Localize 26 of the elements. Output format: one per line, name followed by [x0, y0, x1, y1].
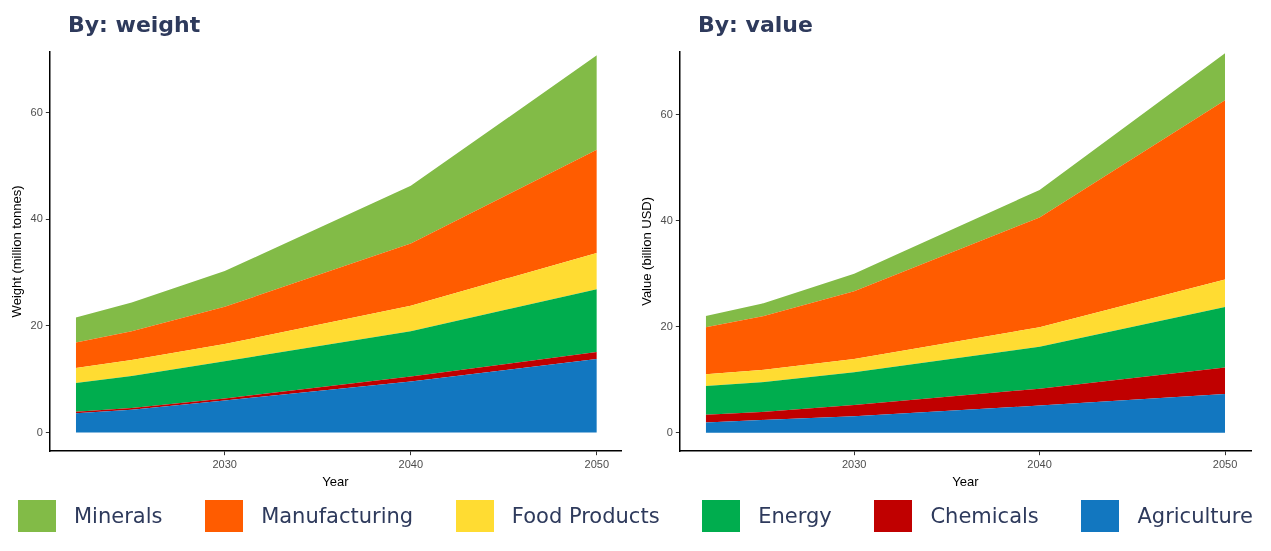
y-tick-label: 20	[30, 319, 43, 332]
x-axis-title: Year	[322, 473, 350, 489]
x-tick-label: 2050	[584, 457, 610, 470]
y-tick-label: 60	[30, 105, 43, 118]
legend-label: Food Products	[511, 504, 660, 528]
legend-label: Manufacturing	[261, 504, 414, 528]
legend-label: Chemicals	[930, 504, 1039, 528]
y-axis-title: Weight (million tonnes)	[9, 185, 25, 318]
y-tick-label: 40	[660, 213, 673, 226]
legend-label: Minerals	[74, 504, 163, 528]
x-tick-label: 2050	[1212, 457, 1238, 470]
y-axis-title: Value (billion USD)	[639, 196, 655, 306]
y-tick-label: 60	[660, 107, 673, 120]
y-tick-label: 0	[666, 425, 673, 438]
x-tick-label: 2040	[1027, 457, 1052, 470]
x-tick-label: 2030	[212, 457, 237, 470]
chart-title: By: weight	[67, 11, 202, 39]
y-tick-label: 0	[36, 425, 43, 438]
legend-label: Agriculture	[1137, 504, 1253, 528]
y-tick-label: 40	[30, 212, 43, 225]
x-tick-label: 2040	[398, 457, 424, 470]
x-tick-label: 2030	[841, 457, 867, 470]
chart-title: By: value	[697, 11, 814, 39]
legend-label: Energy	[758, 504, 832, 528]
y-tick-label: 20	[660, 319, 673, 332]
x-axis-title: Year	[952, 473, 980, 489]
